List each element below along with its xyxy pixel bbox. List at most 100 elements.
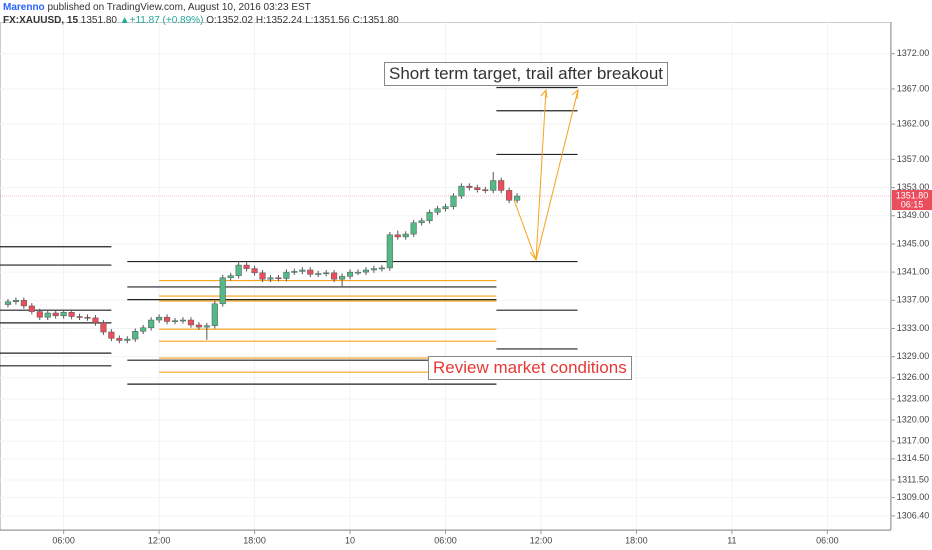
x-tick-label: 12:00: [530, 535, 553, 545]
candle-body: [331, 272, 338, 280]
y-tick-label: 1326.00: [897, 372, 930, 382]
x-tick-label: 06:00: [52, 535, 75, 545]
arrow: [535, 89, 547, 261]
candle-body: [346, 271, 354, 277]
candle-body: [402, 233, 409, 238]
quote-line: FX:XAUUSD, 15 1351.80 ▲+11.87 (+0.89%) O…: [3, 14, 402, 27]
candle-body: [434, 208, 441, 213]
candle-body: [140, 327, 147, 332]
candle-body: [410, 222, 417, 235]
header: Marenno published on TradingView.com, Au…: [3, 1, 402, 27]
candle-body: [275, 277, 282, 280]
symbol: FX:XAUUSD, 15: [3, 15, 79, 26]
candle-body: [171, 320, 179, 322]
candle-body: [323, 272, 330, 275]
last: 1351.80: [80, 15, 117, 26]
candle-body: [235, 264, 242, 276]
candle-body: [315, 273, 322, 275]
candle-body: [116, 338, 123, 341]
candle-body: [187, 319, 194, 326]
candle-body: [490, 180, 497, 191]
candle-body: [227, 275, 234, 279]
candle-body: [156, 316, 163, 321]
candle-body: [76, 316, 83, 318]
candle-body: [20, 300, 27, 307]
candle-body: [68, 312, 75, 317]
y-tick-label: 1353.00: [897, 182, 930, 192]
candle-body: [148, 319, 155, 329]
candle-body: [506, 190, 513, 201]
candle-body: [12, 300, 19, 302]
candle-body: [426, 211, 433, 221]
candle-body: [52, 312, 59, 317]
y-tick-label: 1323.00: [897, 393, 930, 403]
y-tick-label: 1357.00: [897, 154, 930, 164]
y-tick-label: 1306.40: [897, 510, 930, 520]
candle-body: [251, 268, 258, 274]
y-tick-label: 1341.00: [897, 266, 930, 276]
candle-body: [267, 277, 274, 280]
y-tick-label: 1362.00: [897, 119, 930, 129]
candle-body: [124, 338, 131, 341]
arrow: [513, 199, 537, 261]
x-tick-label: 18:00: [243, 535, 266, 545]
candle-body: [211, 303, 218, 326]
price-tag-label: 1351.80: [896, 190, 929, 200]
y-tick-label: 1320.00: [897, 414, 930, 424]
y-tick-label: 1317.00: [897, 436, 930, 446]
candle-body: [92, 317, 99, 324]
candle-body: [458, 185, 465, 197]
x-tick-label: 11: [727, 535, 736, 545]
candle-body: [514, 195, 521, 201]
candle-body: [243, 264, 250, 269]
y-tick-label: 1333.00: [897, 323, 930, 333]
candle-body: [299, 269, 306, 272]
y-tick-label: 1311.50: [897, 474, 929, 484]
candle-body: [28, 305, 35, 312]
arrows: [513, 88, 579, 262]
candle-body: [259, 272, 266, 280]
ohlc-value: 1351.80: [362, 15, 399, 26]
candle-body: [283, 271, 290, 279]
ohlc: O:1352.02 H:1352.24 L:1351.56 C:1351.80: [206, 15, 402, 26]
candle-body: [450, 195, 457, 207]
y-tick-label: 1329.00: [897, 351, 930, 361]
ohlc-label: O:: [206, 15, 217, 26]
annotation-box: Short term target, trail after breakout: [384, 62, 669, 86]
candle-body: [339, 276, 346, 280]
y-tick-label: 1314.50: [897, 453, 930, 463]
y-tick-label: 1372.00: [897, 48, 930, 58]
candle-body: [418, 220, 425, 224]
candle-body: [132, 331, 139, 340]
candle-body: [84, 316, 91, 319]
candle-body: [203, 325, 210, 328]
author: Marenno: [3, 2, 45, 13]
arrow: [535, 89, 579, 261]
price-tag: [892, 190, 932, 211]
candle-body: [474, 187, 481, 190]
candle-body: [498, 180, 505, 191]
candle-body: [179, 319, 187, 322]
candle-body: [466, 185, 473, 188]
candle-body: [44, 312, 51, 318]
candle-body: [108, 331, 115, 339]
candle-body: [442, 206, 449, 209]
candle-body: [219, 277, 226, 305]
y-tick-label: 1345.00: [897, 238, 930, 248]
candle-body: [354, 271, 362, 274]
up-triangle: ▲: [119, 15, 130, 26]
x-tick-label: 10: [345, 535, 355, 545]
x-tick-label: 06:00: [816, 535, 839, 545]
y-tick-label: 1337.00: [897, 295, 930, 305]
candle-body: [164, 316, 171, 322]
candle-body: [307, 269, 314, 275]
publish-info: published on TradingView.com, August 10,…: [47, 2, 311, 13]
annotation-box: Review market conditions: [428, 356, 632, 380]
candle-body: [370, 268, 377, 271]
y-tick-label: 1367.00: [897, 83, 930, 93]
ohlc-value: 1351.56: [313, 15, 350, 26]
candle-body: [195, 324, 202, 328]
arrow-head: [540, 88, 548, 99]
candle-body: [482, 189, 489, 191]
